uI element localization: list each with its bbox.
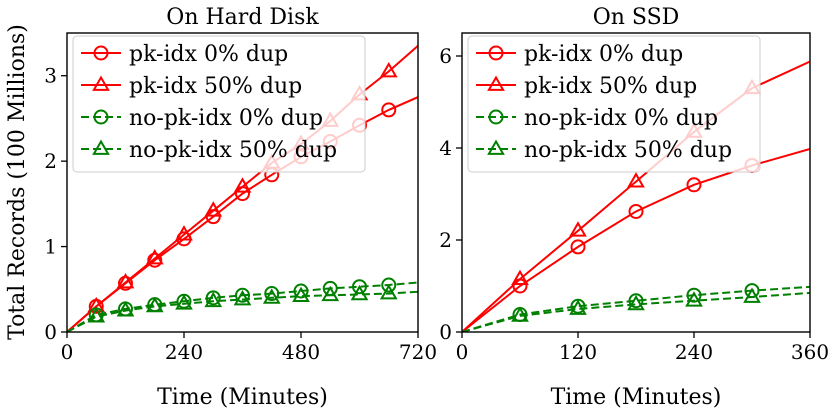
data-point-marker (175, 294, 193, 310)
x-tick-label: 0 (61, 340, 74, 364)
data-point-marker (569, 299, 587, 315)
legend: pk-idx 0% dup pk-idx 50% dup no-pk-idx 0% … (467, 35, 761, 173)
data-point-marker (145, 249, 164, 265)
legend-label: no-pk-idx 0% dup (129, 106, 323, 131)
series-line (67, 281, 418, 332)
legend-label: pk-idx 0% dup (129, 42, 288, 67)
legend-label: pk-idx 0% dup (524, 42, 683, 67)
legend-swatch-marker (92, 139, 110, 155)
y-tick-label: 0 (439, 320, 452, 344)
legend-swatch-marker (487, 139, 505, 155)
chart-on-ssd: On SSD 0 120 240 360 0 2 4 6 Time (Minutes) pk-idx… (439, 5, 829, 410)
legend-label: no-pk-idx 50% dup (129, 138, 337, 163)
data-point-marker (379, 61, 398, 78)
data-point-marker (147, 252, 163, 268)
legend-swatch-marker (488, 45, 504, 61)
y-tick-label: 4 (439, 136, 452, 160)
legend-label: pk-idx 50% dup (129, 74, 302, 99)
data-point-marker (685, 291, 703, 307)
data-point-marker (628, 293, 644, 309)
y-tick-label: 2 (439, 228, 452, 252)
chart-on-hard-disk: On Hard Disk 0 240 480 720 0 1 2 3 Time (Minutes)… (44, 5, 437, 410)
y-tick-label: 2 (44, 149, 57, 173)
data-point-marker (627, 172, 645, 188)
data-point-marker (145, 296, 164, 313)
data-point-marker (569, 221, 587, 237)
x-tick-label: 480 (282, 340, 320, 364)
legend-swatch-marker (487, 75, 505, 91)
data-point-marker (686, 177, 702, 193)
chart-title: On SSD (593, 5, 680, 30)
series-line (462, 147, 810, 332)
legend-swatch-marker (92, 75, 110, 91)
data-point-marker (352, 279, 367, 295)
y-tick-label: 6 (439, 44, 452, 68)
axes-frame (66, 32, 419, 333)
data-point-marker (233, 177, 252, 193)
data-point-marker (379, 284, 398, 300)
series-no-pk-idx-50-dup (462, 287, 810, 332)
data-point-marker (381, 102, 397, 118)
x-tick-label: 240 (165, 340, 203, 364)
data-point-marker (204, 201, 223, 217)
x-tick-label: 360 (791, 340, 829, 364)
data-point-marker (233, 290, 252, 306)
y-tick-label: 1 (44, 235, 57, 259)
series-no-pk-idx-50-dup (67, 284, 418, 332)
x-tick-label: 0 (456, 340, 469, 364)
x-tick-label: 720 (399, 340, 437, 364)
x-tick-label: 240 (675, 340, 713, 364)
data-point-marker (511, 306, 529, 322)
data-point-marker (262, 288, 281, 304)
x-axis-label: Time (Minutes) (551, 385, 722, 410)
data-point-marker (264, 286, 280, 302)
legend-box (72, 35, 366, 173)
data-point-marker (175, 225, 193, 241)
legend-label: no-pk-idx 50% dup (524, 138, 732, 163)
legend-label: pk-idx 50% dup (524, 74, 697, 99)
series-line (67, 290, 418, 332)
data-point-marker (321, 285, 340, 302)
data-point-marker (381, 277, 397, 293)
data-point-marker (116, 301, 135, 317)
axes-frame (461, 32, 811, 333)
series-line (462, 291, 810, 332)
data-point-marker (87, 296, 106, 313)
legend-label: no-pk-idx 0% dup (524, 106, 718, 131)
y-tick-label: 0 (44, 320, 57, 344)
data-point-marker (292, 286, 310, 302)
shared-y-axis-label: Total Records (100 Millions) (5, 24, 30, 340)
legend-swatch-marker (93, 109, 109, 125)
data-point-marker (570, 239, 586, 255)
x-axis-label: Time (Minutes) (157, 385, 328, 410)
data-point-marker (87, 307, 106, 323)
data-point-marker (511, 269, 529, 285)
data-point-marker (235, 287, 250, 303)
series-pk-idx-0-dup (462, 147, 810, 332)
legend-swatch-marker (93, 45, 109, 61)
data-point-marker (350, 284, 369, 301)
data-point-marker (743, 287, 761, 303)
data-point-marker (293, 283, 309, 299)
legend: pk-idx 0% dup pk-idx 50% dup no-pk-idx 0% … (72, 35, 366, 173)
legend-box (467, 35, 761, 173)
legend-swatch-marker (488, 109, 504, 125)
data-point-marker (116, 272, 135, 289)
data-point-marker (627, 294, 645, 311)
x-tick-label: 120 (559, 340, 597, 364)
chart-title: On Hard Disk (166, 5, 319, 30)
data-point-marker (628, 203, 644, 219)
data-point-marker (204, 291, 223, 308)
y-tick-label: 3 (44, 64, 57, 88)
data-point-marker (205, 290, 221, 306)
